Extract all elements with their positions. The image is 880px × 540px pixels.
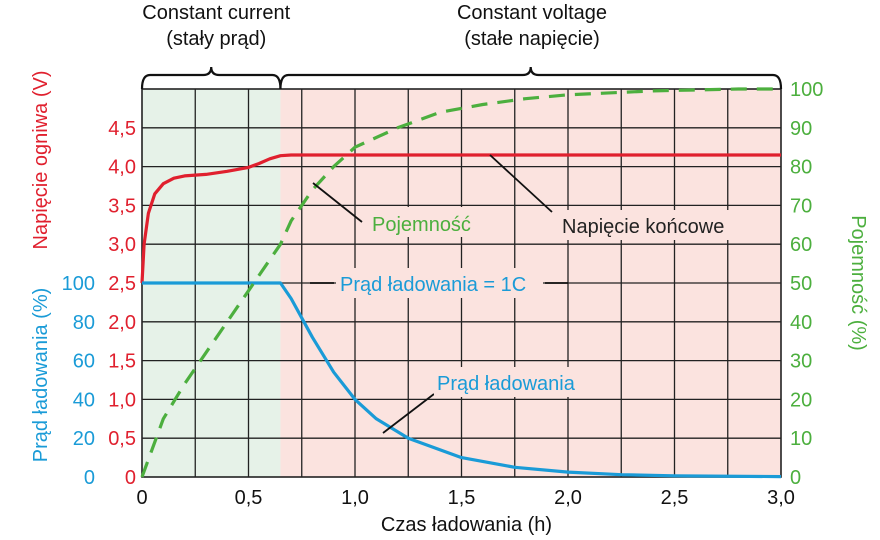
voltage-tick-label: 0	[125, 467, 136, 489]
voltage-tick-label: 0,5	[108, 428, 136, 450]
leader-line-voltage	[489, 154, 553, 213]
phase-title-1: Constant current	[142, 2, 290, 24]
label-bg-capacity	[366, 207, 486, 237]
voltage-tick-label: 4,5	[108, 118, 136, 140]
current-axis-label: Prąd ładowania (%)	[30, 288, 52, 463]
label-end-voltage: Napięcie końcowe	[562, 216, 724, 238]
series-line-1	[140, 153, 781, 284]
capacity-tick-label: 20	[790, 389, 812, 411]
capacity-tick-label: 40	[790, 312, 812, 334]
label-bg-voltage	[556, 210, 746, 240]
voltage-tick-label: 2,5	[108, 273, 136, 295]
capacity-tick-label: 0	[790, 467, 801, 489]
x-tick-label: 1,5	[448, 487, 476, 509]
capacity-tick-label: 50	[790, 273, 812, 295]
capacity-tick-label: 90	[790, 118, 812, 140]
phase-brace-2	[279, 66, 783, 90]
current-tick-label: 40	[73, 389, 95, 411]
capacity-tick-label: 30	[790, 351, 812, 373]
current-tick-label: 20	[73, 428, 95, 450]
voltage-tick-label: 1,5	[108, 351, 136, 373]
current-tick-label: 100	[62, 273, 95, 295]
x-tick-label: 2,5	[661, 487, 689, 509]
x-tick-label: 0	[136, 487, 147, 509]
label-bg-current-1c	[336, 268, 543, 298]
phase-subtitle-1: (stały prąd)	[166, 28, 266, 50]
series-line-3	[140, 87, 781, 478]
capacity-tick-label: 100	[790, 79, 823, 101]
x-tick-label: 0,5	[235, 487, 263, 509]
phase-brace-1	[140, 66, 282, 90]
x-tick-label: 1,0	[341, 487, 369, 509]
x-axis-label: Czas ładowania (h)	[381, 514, 552, 536]
label-current-1c: Prąd ładowania = 1C	[340, 274, 526, 296]
axes: 0 0,5 1,0 1,5 2,0 2,5 3,0 Czas ładowania (h) 0 0,…	[30, 71, 869, 536]
capacity-tick-label: 80	[790, 157, 812, 179]
phase-labels: Constant current (stały prąd) Constant vol…	[140, 2, 783, 90]
current-tick-label: 60	[73, 351, 95, 373]
voltage-tick-label: 1,0	[108, 389, 136, 411]
x-tick-label: 2,0	[554, 487, 582, 509]
capacity-tick-label: 10	[790, 428, 812, 450]
voltage-tick-label: 2,0	[108, 312, 136, 334]
phase-subtitle-2: (stałe napięcie)	[464, 28, 600, 50]
label-bg-current	[434, 367, 594, 397]
series-lines	[140, 87, 782, 479]
capacity-tick-label: 70	[790, 195, 812, 217]
label-capacity: Pojemność	[372, 214, 471, 236]
current-tick-label: 0	[84, 467, 95, 489]
phase-title-2: Constant voltage	[457, 2, 607, 24]
capacity-axis-label: Pojemność (%)	[847, 215, 869, 351]
leader-line-capacity	[312, 182, 363, 223]
annotations: Pojemność Napięcie końcowe Prąd ładowania …	[310, 154, 746, 434]
label-current: Prąd ładowania	[437, 373, 576, 395]
voltage-tick-label: 4,0	[108, 157, 136, 179]
x-tick-label: 3,0	[767, 487, 795, 509]
voltage-axis-label: Napięcie ogniwa (V)	[30, 71, 52, 250]
leader-line-current	[382, 393, 435, 434]
capacity-tick-label: 60	[790, 234, 812, 256]
series-line-2	[142, 281, 782, 479]
voltage-tick-label: 3,5	[108, 195, 136, 217]
voltage-tick-label: 3,0	[108, 234, 136, 256]
current-tick-label: 80	[73, 312, 95, 334]
